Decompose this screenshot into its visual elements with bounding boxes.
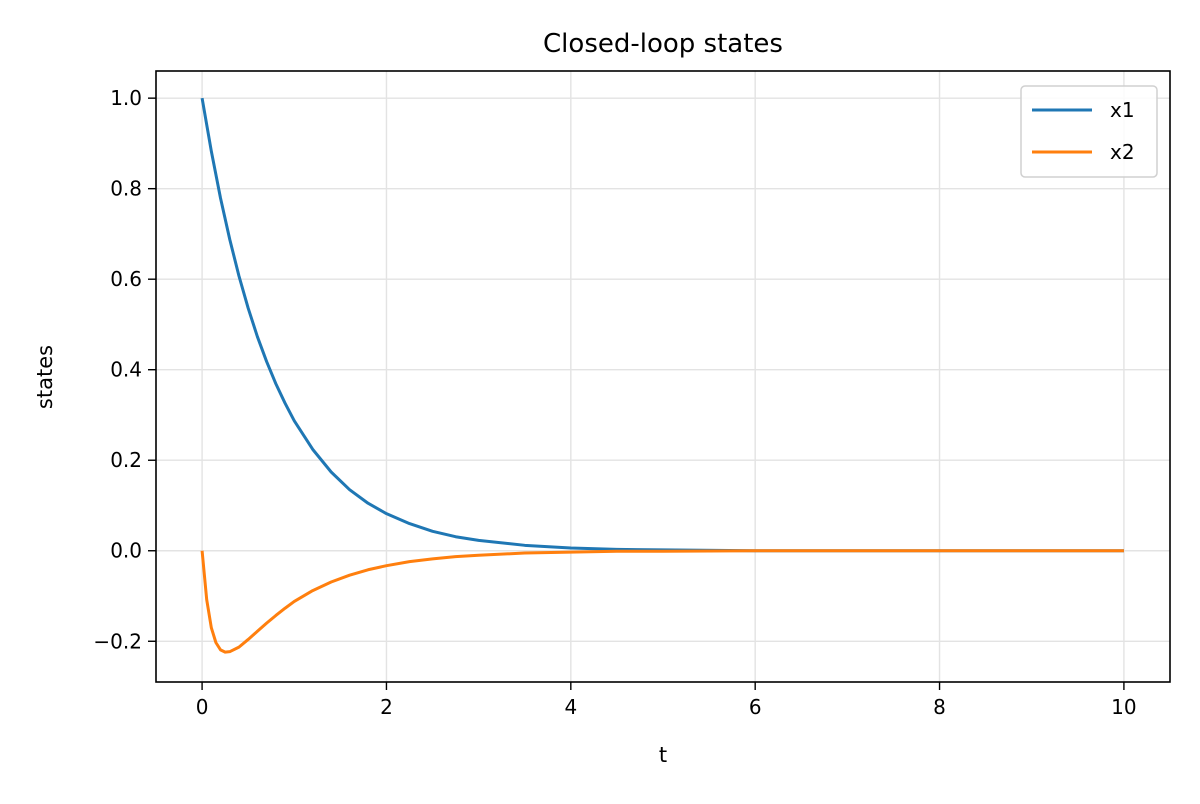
axis-ticks: 0 2 4 6 8 10 −0.2 0.0 0.2 0.4 0.6 0.8 1.0	[93, 86, 1136, 719]
y-tick-label: −0.2	[93, 629, 142, 653]
x-tick-label: 8	[933, 695, 946, 719]
y-axis-label: states	[33, 345, 57, 409]
plot-frame	[155, 70, 1171, 683]
x-tick-label: 6	[749, 695, 762, 719]
x-tick-label: 2	[380, 695, 393, 719]
x-tick-label: 0	[196, 695, 209, 719]
y-tick-label: 0.8	[110, 177, 142, 201]
legend-label-x1: x1	[1110, 98, 1135, 122]
y-tick-label: 0.2	[110, 448, 142, 472]
y-tick-label: 0.6	[110, 267, 142, 291]
y-tick-label: 0.4	[110, 358, 142, 382]
y-tick-label: 0.0	[110, 539, 142, 563]
x-tick-label: 4	[564, 695, 577, 719]
x-tick-label: 10	[1111, 695, 1136, 719]
series-line-x2	[200, 549, 1124, 654]
y-tick-label: 1.0	[110, 86, 142, 110]
chart-title: Closed-loop states	[543, 29, 783, 59]
legend-box	[1020, 85, 1158, 178]
legend: x1 x2	[1020, 85, 1158, 178]
plot-lines	[200, 97, 1124, 654]
legend-label-x2: x2	[1110, 140, 1135, 164]
x-axis-label: t	[659, 743, 667, 767]
